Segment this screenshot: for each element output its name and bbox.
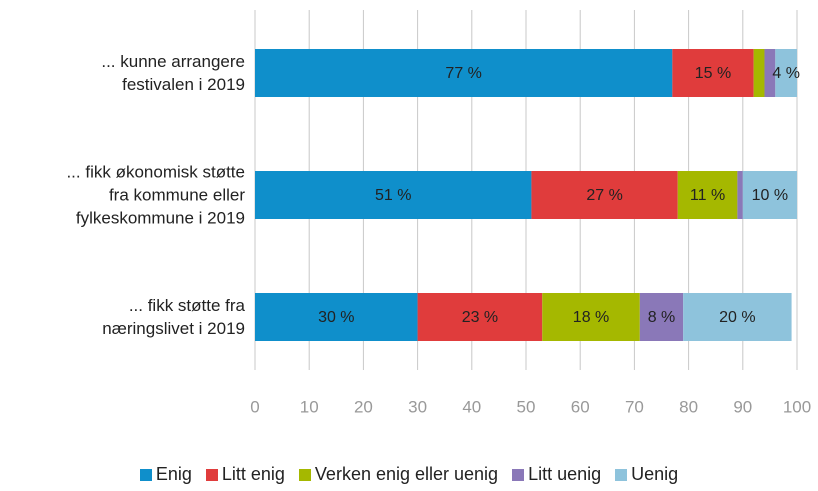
x-tick-label: 0 bbox=[250, 397, 259, 416]
category-label: ... kunne arrangere festivalen i 2019 bbox=[101, 52, 245, 94]
data-label: 20 % bbox=[719, 309, 755, 326]
bar-segment bbox=[742, 171, 797, 219]
bar-segment bbox=[531, 171, 678, 219]
legend-label: Verken enig eller uenig bbox=[314, 464, 499, 484]
legend-label: Uenig bbox=[631, 464, 679, 484]
legend-swatch bbox=[298, 468, 311, 481]
legend-label: Litt enig bbox=[221, 464, 285, 484]
category-label: ... fikk økonomisk støtte fra kommune el… bbox=[66, 162, 245, 228]
x-tick-label: 30 bbox=[408, 397, 427, 416]
legend-item: Uenig bbox=[615, 464, 678, 485]
legend-swatch bbox=[139, 468, 152, 481]
data-label: 11 % bbox=[690, 187, 725, 204]
bar-segment bbox=[677, 171, 738, 219]
x-tick-label: 80 bbox=[679, 397, 698, 416]
legend-label: Litt uenig bbox=[528, 464, 602, 484]
data-label: 10 % bbox=[752, 187, 788, 204]
x-tick-label: 70 bbox=[625, 397, 644, 416]
bar-segment bbox=[255, 293, 418, 341]
x-tick-label: 90 bbox=[733, 397, 752, 416]
legend-item: Litt enig bbox=[205, 464, 285, 485]
legend-swatch bbox=[615, 468, 628, 481]
x-tick-label: 40 bbox=[462, 397, 481, 416]
legend-item: Litt uenig bbox=[512, 464, 601, 485]
data-label: 51 % bbox=[375, 187, 411, 204]
data-label: 27 % bbox=[586, 187, 622, 204]
category-label: ... fikk støtte fra næringslivet i 2019 bbox=[102, 296, 245, 338]
x-tick-label: 60 bbox=[571, 397, 590, 416]
bar-segment bbox=[775, 49, 797, 97]
x-tick-label: 50 bbox=[517, 397, 536, 416]
legend-item: Verken enig eller uenig bbox=[298, 464, 499, 485]
data-label: 8 % bbox=[648, 309, 676, 326]
x-tick-label: 100 bbox=[783, 397, 811, 416]
data-label: 18 % bbox=[573, 309, 609, 326]
data-label: 15 % bbox=[695, 65, 731, 82]
bar-segment bbox=[737, 171, 743, 219]
bar-segment bbox=[753, 49, 765, 97]
bar-segment bbox=[542, 293, 640, 341]
legend: Enig Litt enig Verken enig eller uenig Litt… bbox=[0, 464, 818, 485]
legend-item: Enig bbox=[139, 464, 192, 485]
x-tick-label: 20 bbox=[354, 397, 373, 416]
bar-segment bbox=[255, 171, 532, 219]
data-label: 23 % bbox=[462, 309, 498, 326]
bar-segment bbox=[672, 49, 754, 97]
bar-segment bbox=[683, 293, 792, 341]
bar-segment bbox=[639, 293, 684, 341]
legend-swatch bbox=[512, 468, 525, 481]
legend-label: Enig bbox=[155, 464, 192, 484]
data-label: 4 % bbox=[772, 65, 800, 82]
bar-segment bbox=[255, 49, 673, 97]
legend-swatch bbox=[205, 468, 218, 481]
data-label: 30 % bbox=[318, 309, 354, 326]
x-tick-label: 10 bbox=[300, 397, 319, 416]
bar-segment bbox=[764, 49, 776, 97]
data-label: 77 % bbox=[445, 65, 481, 82]
bar-segment bbox=[417, 293, 543, 341]
